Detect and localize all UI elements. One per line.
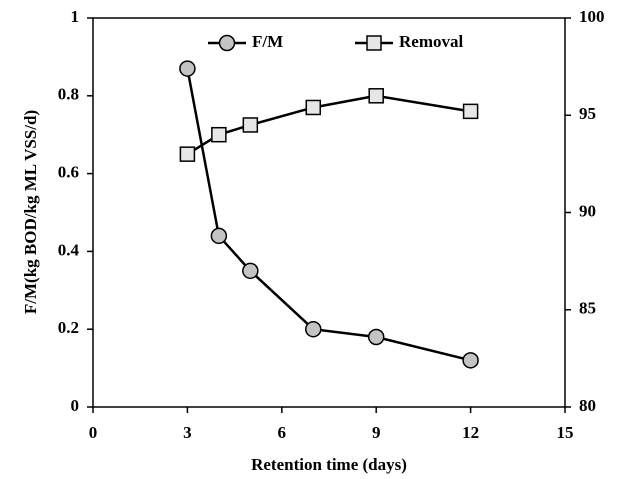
y-tick-label: 0.4: [58, 240, 80, 259]
legend-label: Removal: [399, 32, 463, 51]
y2-tick-label: 90: [579, 201, 596, 220]
y-axis-label: F/M(kg BOD/kg ML VSS/d): [21, 110, 40, 314]
data-point: [368, 88, 384, 104]
data-point: [242, 262, 259, 280]
x-tick-label: 9: [372, 423, 381, 442]
y2-tick-label: 100: [579, 7, 605, 26]
y2-tick-label: 80: [579, 396, 596, 415]
y2-tick-label: 95: [579, 104, 596, 123]
x-tick-label: 6: [278, 423, 287, 442]
data-point: [462, 352, 479, 369]
y-tick-label: 0.8: [58, 85, 79, 104]
y-tick-label: 0.6: [58, 163, 79, 182]
data-point: [179, 60, 196, 77]
x-tick-label: 0: [89, 423, 98, 442]
y2-tick-label: 85: [579, 299, 596, 318]
y-tick-label: 1: [71, 7, 80, 26]
data-point: [242, 117, 259, 133]
series-line: [186, 94, 471, 156]
data-point: [305, 99, 322, 116]
legend-label: F/M: [252, 32, 283, 51]
legend-marker: [218, 34, 236, 52]
series-line: [186, 68, 471, 362]
plot-frame: [92, 17, 566, 408]
x-tick-label: 15: [557, 423, 574, 442]
x-tick-label: 12: [462, 423, 479, 442]
x-axis-label: Retention time (days): [251, 455, 407, 474]
legend-marker: [366, 35, 382, 51]
data-point: [367, 328, 385, 346]
data-point: [179, 146, 196, 162]
x-tick-label: 3: [183, 423, 192, 442]
data-point: [210, 227, 228, 245]
data-point: [305, 320, 322, 338]
data-point: [211, 126, 227, 143]
data-point: [462, 103, 479, 120]
y-tick-label: 0.2: [58, 318, 79, 337]
y-tick-label: 0: [71, 396, 80, 415]
